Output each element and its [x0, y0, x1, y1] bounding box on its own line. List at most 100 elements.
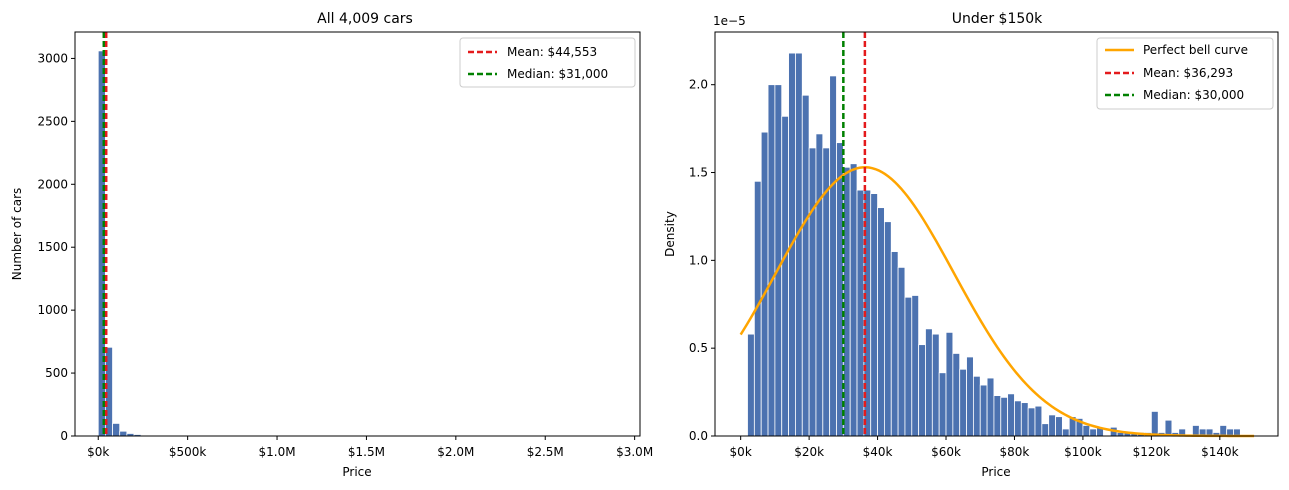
histogram-bar: [904, 296, 913, 437]
x-tick-label: $80k: [1000, 445, 1030, 459]
legend-box: [459, 37, 636, 88]
x-tick-label: $3.0M: [616, 445, 653, 459]
histogram-bar: [774, 84, 783, 437]
histogram-bars: [97, 50, 156, 437]
histogram-bar: [993, 395, 1002, 437]
histogram-bar: [938, 372, 947, 437]
legend-curve-label: Perfect bell curve: [1143, 43, 1248, 57]
y-tick-label: 0.5: [689, 341, 708, 355]
y-axis-label: Number of cars: [10, 188, 24, 281]
histogram-bar: [1014, 400, 1022, 437]
x-axis-label: Price: [342, 465, 371, 479]
histogram-bar: [973, 375, 981, 437]
histogram-bar: [801, 94, 810, 437]
histogram-bar: [897, 266, 906, 437]
histogram-bar: [986, 377, 995, 437]
histogram-bar: [849, 163, 858, 437]
legend: Perfect bell curve Mean: $36,293 Median:…: [1096, 37, 1274, 110]
x-tick-label: $2.0M: [437, 445, 474, 459]
histogram-bar: [760, 131, 769, 437]
histogram-bar: [1048, 414, 1056, 437]
legend-mean-label: Mean: $36,293: [1143, 66, 1233, 80]
histogram-bar: [1089, 428, 1098, 437]
histogram-bar: [931, 333, 940, 437]
histogram-bar: [952, 353, 961, 437]
histogram-bar: [1164, 419, 1173, 437]
legend-median-label: Median: $31,000: [507, 67, 608, 81]
x-tick-label: $120k: [1133, 445, 1171, 459]
histogram-bar: [112, 423, 121, 437]
x-axis-ticks: $0k $500k $1.0M $1.5M $2.0M $2.5M $3.0M: [87, 436, 653, 459]
y-axis-ticks: 0.0 0.5 1.0 1.5 2.0: [689, 78, 715, 443]
x-tick-label: $0k: [87, 445, 109, 459]
plot-frame: [74, 31, 641, 437]
histogram-bar: [870, 193, 878, 437]
histogram-bar: [1082, 425, 1091, 437]
histogram-bar: [808, 147, 817, 437]
histogram-bar: [856, 189, 865, 437]
histogram-bar: [959, 368, 967, 437]
legend-median-label: Median: $30,000: [1143, 88, 1244, 102]
histogram-bar: [890, 251, 899, 437]
histogram-bar: [979, 384, 988, 437]
x-axis-label: Price: [981, 465, 1010, 479]
histogram-bar: [911, 295, 920, 437]
chart-title: Under $150k: [952, 11, 1043, 27]
y-tick-label: 1500: [37, 240, 68, 254]
y-tick-label: 2000: [37, 177, 68, 191]
histogram-bar: [815, 133, 824, 437]
histogram-bar: [1192, 425, 1200, 437]
y-tick-label: 2500: [37, 114, 68, 128]
histogram-bar: [781, 115, 789, 437]
histogram-bar: [767, 84, 776, 437]
x-tick-label: $2.5M: [527, 445, 564, 459]
histogram-bar: [119, 430, 128, 437]
x-tick-label: $100k: [1064, 445, 1102, 459]
x-tick-label: $1.0M: [259, 445, 296, 459]
histogram-bar: [877, 207, 885, 437]
histogram-bars: [747, 52, 1241, 437]
y-axis-offset-text: 1e−5: [713, 14, 746, 28]
x-tick-label: $140k: [1201, 445, 1239, 459]
x-tick-label: $1.5M: [348, 445, 385, 459]
histogram-bar: [747, 333, 755, 437]
x-tick-label: $0k: [730, 445, 752, 459]
y-tick-label: 0: [60, 429, 68, 443]
y-tick-label: 500: [45, 366, 68, 380]
y-tick-label: 0.0: [689, 429, 708, 443]
histogram-bar: [918, 344, 926, 437]
histogram-bar: [1027, 407, 1036, 437]
histogram-bar: [1061, 428, 1070, 437]
y-tick-label: 1.0: [689, 253, 708, 267]
reference-lines: [842, 32, 867, 436]
x-tick-label: $20k: [794, 445, 824, 459]
histogram-bar: [1020, 402, 1029, 437]
plot-frame: [714, 31, 1279, 437]
histogram-bar: [1007, 393, 1015, 437]
histogram-bar: [795, 52, 803, 437]
histogram-bar: [1219, 425, 1228, 437]
y-tick-label: 3000: [37, 51, 68, 65]
x-tick-label: $60k: [931, 445, 961, 459]
histogram-bar: [1034, 405, 1043, 437]
y-tick-label: 1000: [37, 303, 68, 317]
histogram-bar: [966, 356, 974, 437]
y-axis-ticks: 0 500 1000 1500 2000 2500 3000: [37, 51, 75, 443]
histogram-bar: [884, 221, 892, 437]
y-tick-label: 1.5: [689, 166, 708, 180]
chart-panel-under-150k: Under $150k 1e−5 Price Density $0k $20k $4…: [663, 11, 1279, 479]
bell-curve-line: [739, 166, 1255, 438]
histogram-bar: [925, 328, 933, 437]
legend-mean-label: Mean: $44,553: [507, 45, 597, 59]
x-tick-label: $500k: [169, 445, 207, 459]
reference-lines: [102, 32, 108, 436]
legend: Mean: $44,553 Median: $31,000: [459, 37, 636, 88]
histogram-bar: [1041, 423, 1050, 437]
chart-title: All 4,009 cars: [317, 11, 413, 27]
histogram-bar: [829, 75, 837, 437]
histogram-bar: [1055, 416, 1063, 437]
x-tick-label: $40k: [863, 445, 893, 459]
histogram-bar: [945, 331, 954, 437]
